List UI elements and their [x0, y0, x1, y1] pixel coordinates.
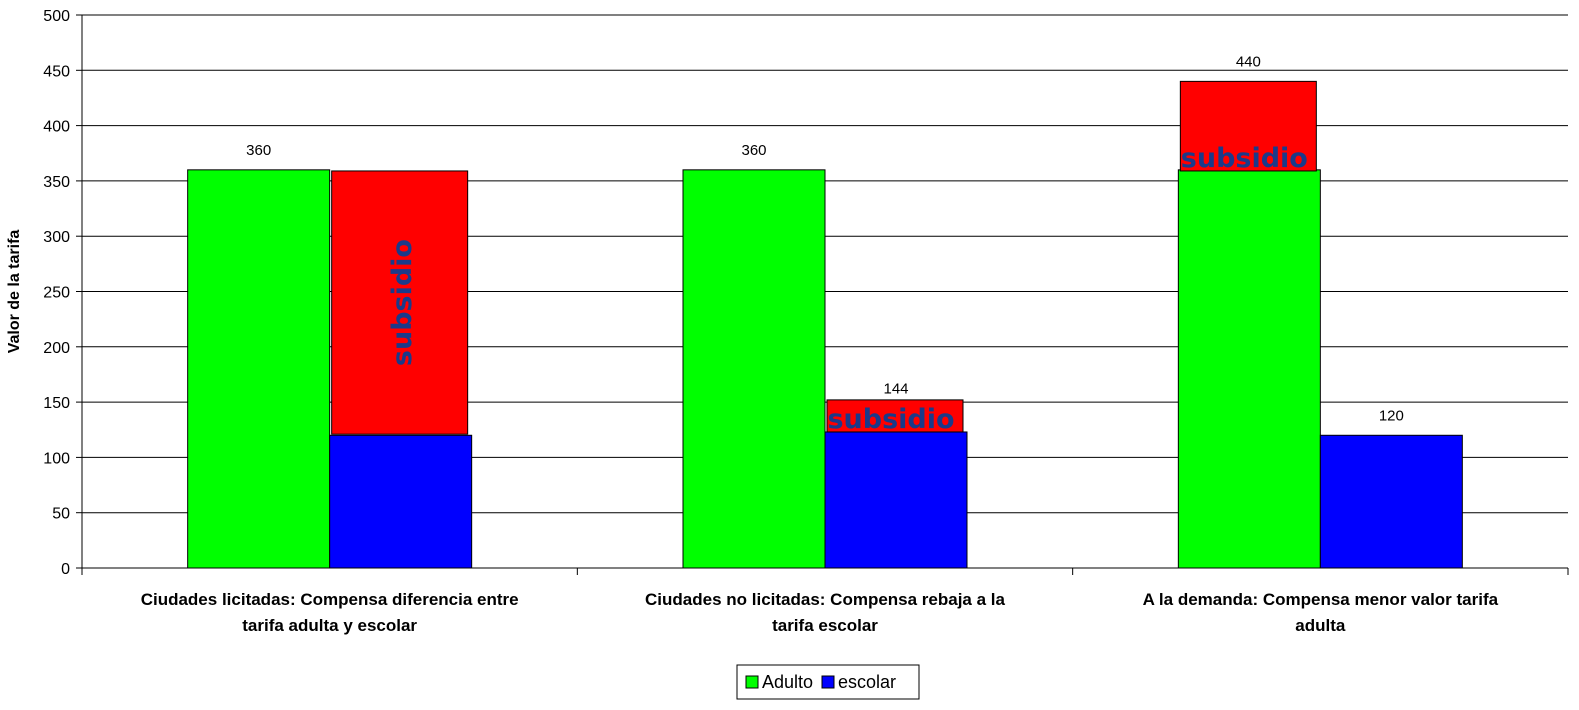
bar-adulto-1 — [682, 169, 826, 569]
y-tick-label: 150 — [43, 395, 70, 412]
bar-escolar-2 — [1319, 434, 1463, 569]
subsidio-label: subsidio — [387, 239, 418, 366]
category-label: tarifa adulta y escolar — [242, 616, 417, 635]
bar-escolar-1 — [824, 431, 968, 569]
y-axis-label: Valor de la tarifa — [6, 230, 23, 354]
category-label: Ciudades no licitadas: Compensa rebaja a… — [645, 590, 1005, 609]
y-tick-label: 250 — [43, 285, 70, 302]
data-label: 120 — [1379, 407, 1404, 424]
subsidio-block-1 — [826, 399, 964, 433]
legend: Adulto escolar — [736, 664, 920, 700]
legend-label-escolar: escolar — [838, 672, 896, 692]
category-label: Ciudades licitadas: Compensa diferencia … — [141, 590, 519, 609]
y-tick-label: 450 — [43, 63, 70, 80]
category-label: adulta — [1295, 616, 1346, 635]
subsidio-block-0 — [331, 170, 469, 435]
data-label-total: 440 — [1236, 53, 1261, 70]
labels: Valor de la tarifa 360 360 144 120 subsidio su… — [6, 53, 1499, 635]
legend-swatch-adulto — [745, 675, 759, 689]
y-tick-label: 0 — [61, 561, 70, 578]
legend-swatch-escolar — [821, 675, 835, 689]
data-label: 360 — [741, 142, 766, 159]
y-tick-label: 300 — [43, 229, 70, 246]
bar-escolar-0 — [329, 434, 473, 569]
subsidio-label: subsidio — [1181, 143, 1308, 174]
y-tick-label: 50 — [52, 506, 70, 523]
legend-label-adulto: Adulto — [762, 672, 813, 692]
bar-adulto-0 — [187, 169, 331, 569]
data-label: 360 — [246, 142, 271, 159]
axes: 0 50 100 150 200 250 300 350 400 450 500 — [43, 8, 1569, 578]
y-tick-label: 200 — [43, 340, 70, 357]
y-tick-label: 100 — [43, 450, 70, 467]
category-label: tarifa escolar — [772, 616, 878, 635]
category-label: A la demanda: Compensa menor valor tarif… — [1143, 590, 1499, 609]
subsidio-label: subsidio — [827, 404, 954, 435]
y-tick-label: 350 — [43, 174, 70, 191]
y-tick-label: 400 — [43, 119, 70, 136]
y-tick-label: 500 — [43, 8, 70, 25]
subsidio-block-2 — [1179, 80, 1317, 172]
bar-adulto-2 — [1177, 169, 1321, 569]
data-label: 144 — [883, 381, 908, 398]
